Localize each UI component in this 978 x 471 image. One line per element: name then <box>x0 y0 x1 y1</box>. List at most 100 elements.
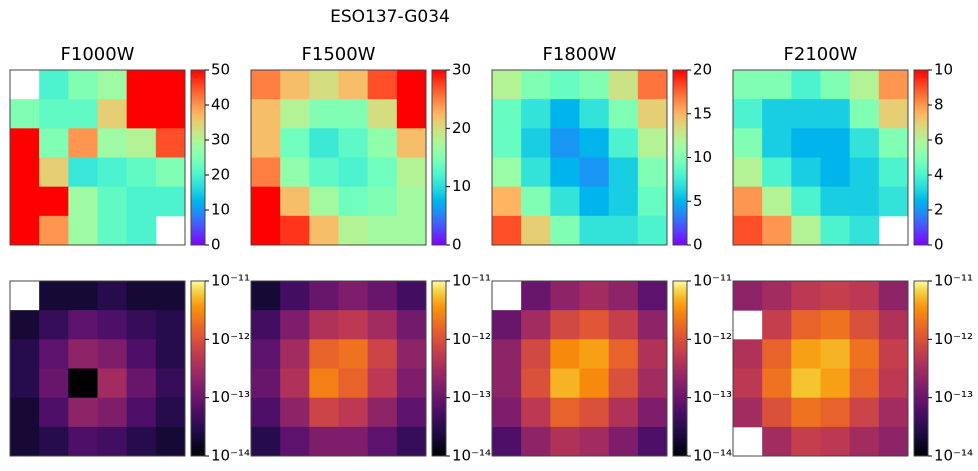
heatmap-cell <box>251 368 281 399</box>
heatmap-cell <box>155 397 186 428</box>
heatmap-cell <box>521 368 551 399</box>
heatmap-cell <box>820 128 851 158</box>
heatmap-cell <box>550 310 580 340</box>
heatmap-cell <box>762 215 792 246</box>
heatmap-cell <box>550 99 580 129</box>
heatmap-cell <box>791 310 821 340</box>
heatmap-cell <box>396 70 427 100</box>
axes-frame <box>250 69 427 246</box>
heatmap-cell <box>10 397 40 428</box>
heatmap-cell <box>820 310 851 340</box>
heatmap-cell <box>68 281 98 311</box>
axes-frame <box>9 280 186 457</box>
heatmap-cell <box>280 397 310 428</box>
heatmap-cell <box>849 128 880 158</box>
heatmap-cell <box>309 215 339 246</box>
heatmap-cell <box>820 186 851 217</box>
heatmap-cell <box>521 215 551 246</box>
colorbar-tick-label: 20 <box>693 61 712 79</box>
colorbar <box>431 69 447 246</box>
heatmap-cell <box>39 157 69 188</box>
heatmap-cell <box>820 426 851 457</box>
heatmap-cell <box>791 368 821 399</box>
heatmap-cell <box>367 310 398 340</box>
colorbar-tick-label: 6 <box>934 131 944 149</box>
heatmap-cell <box>579 281 610 311</box>
heatmap-cell <box>550 128 580 158</box>
heatmap-cell <box>68 186 98 217</box>
heatmap-cell <box>849 99 880 129</box>
heatmap-cell <box>521 310 551 340</box>
colorbar-tick-label: 0 <box>934 236 944 254</box>
heatmap-cell <box>878 157 909 188</box>
heatmap-cell <box>97 99 128 129</box>
heatmap-cell <box>280 339 310 369</box>
heatmap-cell <box>39 186 69 217</box>
colorbar-tick-label: 10 <box>693 148 712 166</box>
heatmap-cell <box>521 281 551 311</box>
heatmap-cell <box>309 397 339 428</box>
heatmap-cell <box>39 426 69 457</box>
heatmap-cell <box>367 215 398 246</box>
colorbar <box>190 69 206 246</box>
heatmap-cell <box>338 128 369 158</box>
heatmap-cell <box>762 426 792 457</box>
heatmap-cell <box>68 397 98 428</box>
heatmap-cell <box>126 128 157 158</box>
heatmap-cell <box>521 186 551 217</box>
heatmap-cell <box>579 128 610 158</box>
heatmap-cell <box>280 157 310 188</box>
heatmap-cell <box>791 281 821 311</box>
heatmap-cell <box>97 310 128 340</box>
heatmap-cell <box>733 128 763 158</box>
heatmap-cell <box>762 281 792 311</box>
heatmap-cell <box>608 368 639 399</box>
heatmap-cell <box>97 70 128 100</box>
heatmap-cell <box>579 99 610 129</box>
heatmap-cell <box>155 99 186 129</box>
heatmap-cell <box>878 397 909 428</box>
heatmap-cell <box>280 128 310 158</box>
heatmap-cell <box>126 426 157 457</box>
heatmap-cell <box>733 186 763 217</box>
heatmap-cell <box>10 310 40 340</box>
heatmap-cell <box>849 310 880 340</box>
colorbar-tick-label: 10⁻¹⁴ <box>211 447 250 465</box>
heatmap-cell <box>608 186 639 217</box>
heatmap-cell <box>550 339 580 369</box>
heatmap-cell <box>791 426 821 457</box>
heatmap-cell <box>820 70 851 100</box>
heatmap-cell <box>762 99 792 129</box>
heatmap-cell <box>637 310 668 340</box>
heatmap-cell <box>338 70 369 100</box>
heatmap-cell <box>733 281 763 311</box>
colorbar-tick-label: 8 <box>934 96 944 114</box>
heatmap-cell <box>309 281 339 311</box>
heatmap-cell <box>68 368 98 399</box>
heatmap-cell <box>367 339 398 369</box>
colorbar-tick-label: 20 <box>452 119 471 137</box>
heatmap-cell <box>126 186 157 217</box>
heatmap-cell <box>791 215 821 246</box>
heatmap-cell <box>608 215 639 246</box>
heatmap-cell <box>521 397 551 428</box>
heatmap-cell <box>849 426 880 457</box>
heatmap-cell <box>733 215 763 246</box>
colorbar-tick-label: 10⁻¹¹ <box>693 272 732 290</box>
heatmap-cell <box>155 368 186 399</box>
heatmap-cell <box>396 99 427 129</box>
heatmap-cell <box>396 339 427 369</box>
heatmap-cell <box>251 397 281 428</box>
heatmap-cell <box>126 339 157 369</box>
colorbar-tick-label: 0 <box>452 236 462 254</box>
colorbar-tick-label: 10⁻¹³ <box>693 388 732 406</box>
heatmap-cell <box>762 70 792 100</box>
heatmap-cell <box>39 368 69 399</box>
heatmap-cell <box>126 215 157 246</box>
heatmap-cell <box>521 99 551 129</box>
heatmap-cell <box>791 339 821 369</box>
heatmap-cell <box>155 426 186 457</box>
heatmap-cell <box>280 426 310 457</box>
heatmap-cell <box>10 128 40 158</box>
colorbar-tick-label: 10⁻¹² <box>693 330 732 348</box>
